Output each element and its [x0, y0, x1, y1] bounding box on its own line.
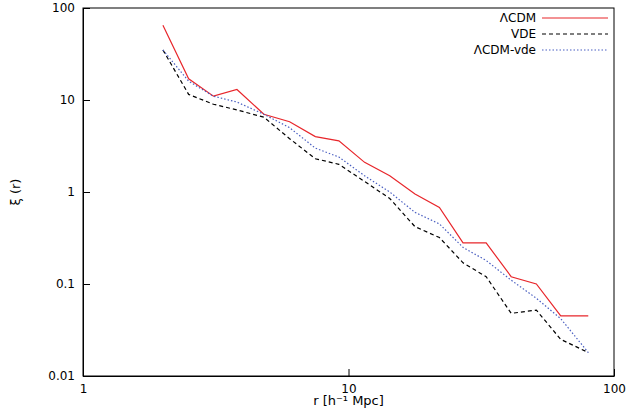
- legend-swatch: [542, 17, 608, 18]
- x-axis-label: r [h⁻¹ Mpc]: [313, 393, 384, 408]
- tick-label: 10: [60, 93, 75, 107]
- series-line: [163, 25, 588, 316]
- tick-mark: [83, 192, 90, 193]
- tick-mark: [614, 369, 615, 376]
- tick-mark: [83, 100, 90, 101]
- chart: 1 10 100 0.01 0.1 1 10 100 ΛCDM VDE ΛCDM-vde r [h⁻¹…: [0, 0, 644, 408]
- tick: 10: [60, 93, 90, 107]
- tick: 0.1: [56, 277, 90, 291]
- series-lines: [163, 25, 588, 352]
- tick-label: 100: [52, 1, 75, 15]
- tick: 0.01: [48, 369, 90, 383]
- plot-frame: [83, 8, 614, 376]
- tick-label: 100: [603, 382, 626, 396]
- tick: 100: [52, 1, 90, 15]
- tick-label: 0.01: [48, 369, 75, 383]
- tick: 10: [341, 369, 356, 396]
- legend: ΛCDM VDE ΛCDM-vde: [474, 11, 608, 57]
- tick-mark: [349, 369, 350, 376]
- legend-label: VDE: [511, 27, 536, 41]
- plot: 1 10 100 0.01 0.1 1 10 100 ΛCDM VDE ΛCDM-vde: [48, 1, 626, 395]
- tick-mark: [83, 8, 90, 9]
- tick-label: 0.1: [56, 277, 75, 291]
- legend-swatch: [542, 49, 608, 50]
- legend-label: ΛCDM: [500, 11, 536, 25]
- legend-swatch: [542, 33, 608, 34]
- tick-label: 1: [67, 185, 75, 199]
- y-axis-label: ξ (r): [8, 179, 23, 206]
- tick-mark: [83, 376, 90, 377]
- tick: 1: [67, 185, 90, 199]
- x-axis: 1 10 100: [80, 369, 626, 396]
- tick-label: 1: [80, 382, 88, 396]
- series-line: [163, 50, 588, 353]
- axis-line: [84, 376, 615, 377]
- tick: 100: [603, 369, 626, 396]
- series-line: [163, 50, 588, 353]
- tick-mark: [83, 284, 90, 285]
- legend-label: ΛCDM-vde: [474, 43, 536, 57]
- y-axis: 0.01 0.1 1 10 100: [48, 1, 90, 383]
